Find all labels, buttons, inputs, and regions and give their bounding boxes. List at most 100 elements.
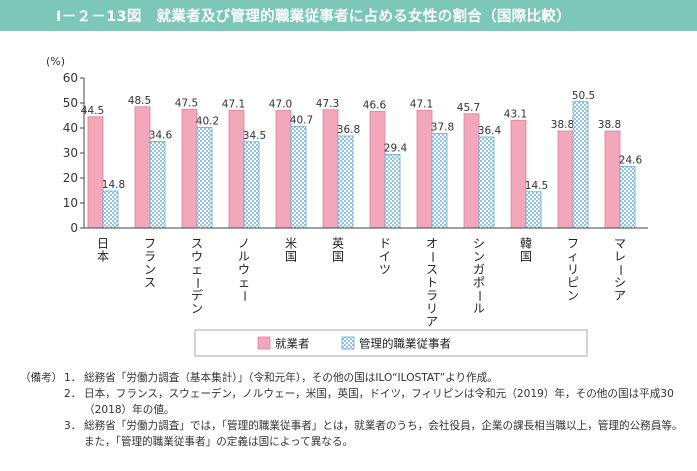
x-tick-label-char: 英: [332, 237, 344, 251]
x-tick-label-char: デ: [191, 288, 203, 303]
data-label: 40.7: [290, 114, 313, 126]
x-tick-label-char: ィ: [567, 250, 579, 264]
bar-managerial: [478, 136, 495, 229]
x-tick-label-char: ス: [191, 237, 203, 251]
data-label: 43.1: [504, 108, 527, 120]
x-tick-label-char: リ: [567, 263, 579, 277]
bar-employed: [322, 109, 339, 229]
bar-employed: [228, 109, 245, 229]
notes: （備考） 1． 総務省「労働力調査（基本集計）」（令和元年），その他の国はILO…: [20, 370, 690, 450]
x-tick-label-char: ウ: [238, 263, 250, 277]
x-tick-label-char: ン: [473, 250, 485, 264]
bar-employed: [181, 108, 198, 229]
data-label: 47.0: [269, 99, 292, 111]
x-tick-label-char: ン: [144, 263, 156, 277]
data-label: 38.8: [598, 119, 621, 131]
figure-title: Ⅰ－２－13図 就業者及び管理的職業従事者に占める女性の割合（国際比較）: [56, 9, 571, 25]
x-tick-label-char: マ: [614, 237, 626, 251]
x-tick-label-char: イ: [379, 250, 391, 264]
bar-employed: [369, 111, 386, 229]
note-text: 総務省「労働力調査（基本集計）」（令和元年），その他の国はILO“ILOSTAT…: [84, 372, 498, 384]
x-tick-label-char: 国: [520, 250, 532, 264]
x-tick-label-char: ス: [144, 276, 156, 290]
x-tick-label-char: リ: [426, 302, 438, 316]
legend-swatch: [257, 336, 271, 350]
x-tick-label-char: ノ: [238, 237, 250, 251]
x-tick-label-char: ェ: [238, 276, 250, 290]
data-label: 46.6: [363, 100, 387, 112]
x-tick-label-char: ー: [191, 277, 205, 289]
x-tick-label-char: ン: [191, 302, 203, 316]
data-label: 47.3: [316, 98, 339, 110]
x-tick-label-char: フ: [144, 237, 156, 251]
data-label: 14.8: [102, 179, 125, 191]
x-tick-label-char: ル: [238, 250, 250, 264]
data-label: 47.1: [222, 98, 245, 110]
note-number: 3．: [64, 420, 82, 432]
bar-managerial: [149, 141, 166, 229]
data-label: 29.4: [384, 143, 408, 155]
x-tick-label-char: 国: [285, 250, 297, 264]
bar-managerial: [619, 166, 636, 229]
x-tick-label-char: 米: [285, 237, 297, 251]
bar-employed: [275, 110, 292, 229]
note-row-3: 3． 総務省「労働力調査」では，「管理的職業従事者」とは，就業者のうち，会社役員…: [20, 418, 690, 450]
x-tick-label-char: ー: [473, 290, 487, 302]
note-row-2: 2． 日本，フランス，スウェーデン，ノルウェー，米国，英国，ドイツ，フィリピンは…: [20, 386, 690, 418]
note-text: 日本，フランス，スウェーデン，ノルウェー，米国，英国，ドイツ，フィリピンは令和元…: [84, 388, 674, 416]
x-tick-label-char: ェ: [191, 263, 203, 277]
title-bar: Ⅰ－２－13図 就業者及び管理的職業従事者に占める女性の割合（国際比較）: [0, 0, 697, 31]
x-tick-label-char: ス: [426, 263, 438, 277]
bar-employed: [510, 119, 527, 229]
x-tick-label-char: ア: [426, 315, 438, 329]
x-tick-label-char: フ: [567, 237, 579, 251]
y-tick-label: 50: [63, 96, 78, 110]
data-label: 14.5: [525, 180, 548, 192]
x-tick-label-char: ー: [426, 251, 440, 263]
y-tick-label: 0: [70, 221, 78, 235]
data-label: 47.5: [175, 97, 198, 109]
x-tick-label-char: ア: [614, 289, 626, 303]
bar-managerial: [102, 190, 119, 229]
note-number: 2．: [64, 388, 82, 400]
note-row-1: （備考） 1． 総務省「労働力調査（基本集計）」（令和元年），その他の国はILO…: [20, 370, 690, 386]
bar-managerial: [572, 101, 589, 229]
data-label: 34.6: [149, 130, 173, 142]
y-tick-label: 60: [63, 71, 78, 85]
x-tick-label-char: ー: [614, 264, 628, 276]
x-tick-label-char: ラ: [426, 289, 438, 303]
data-label: 48.5: [128, 95, 151, 107]
x-tick-label-char: ラ: [144, 250, 156, 264]
x-tick-label-char: 国: [332, 250, 344, 264]
x-tick-label-char: ト: [426, 276, 438, 290]
x-tick-label-char: ル: [473, 302, 485, 316]
notes-label: （備考）: [20, 372, 63, 384]
note-text: 総務省「労働力調査」では，「管理的職業従事者」とは，就業者のうち，会社役員，企業…: [84, 420, 683, 448]
x-tick-label-char: 本: [97, 250, 109, 264]
note-number: 1．: [64, 372, 82, 384]
x-tick-label-char: オ: [426, 237, 438, 251]
data-label: 50.5: [572, 90, 595, 102]
x-tick-label-char: ド: [379, 237, 391, 251]
x-tick-label-char: 日: [97, 237, 109, 251]
x-tick-label-char: ン: [567, 289, 579, 303]
x-tick-label-char: ウ: [191, 250, 203, 264]
y-tick-label: 10: [63, 196, 78, 210]
x-tick-label-char: ピ: [567, 276, 579, 290]
data-label: 24.6: [619, 155, 643, 167]
data-label: 40.2: [196, 116, 219, 128]
data-label: 45.7: [457, 102, 480, 114]
x-tick-label-char: レ: [614, 250, 626, 264]
bar-managerial: [384, 154, 401, 229]
x-tick-label-char: ー: [238, 290, 252, 302]
y-tick-label: 30: [63, 146, 78, 160]
bar-employed: [87, 116, 104, 229]
legend-label: 就業者: [275, 337, 310, 351]
x-tick-label-char: ガ: [473, 263, 485, 277]
y-tick-label: 40: [63, 121, 78, 135]
bar-managerial: [243, 141, 260, 229]
bar-managerial: [290, 125, 307, 229]
bar-employed: [463, 113, 480, 229]
x-tick-label-char: ポ: [473, 276, 485, 290]
legend-swatch: [341, 336, 355, 350]
